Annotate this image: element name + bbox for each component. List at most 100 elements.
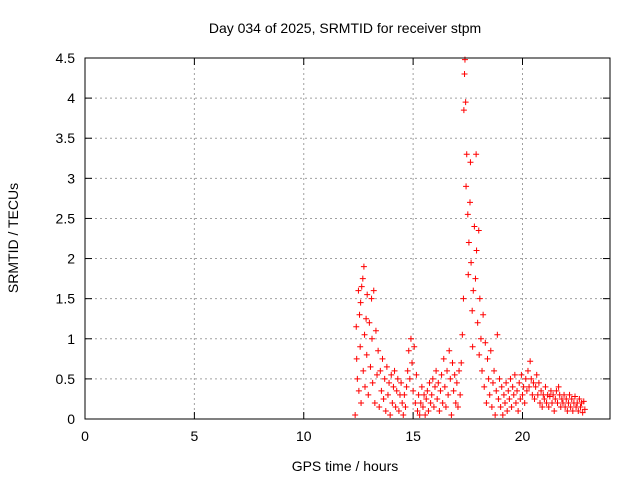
data-point	[389, 399, 396, 406]
data-point	[575, 407, 582, 414]
data-point	[421, 391, 428, 398]
data-point	[506, 395, 513, 402]
data-point	[353, 355, 360, 362]
data-point	[493, 387, 500, 394]
data-point	[353, 323, 360, 330]
data-point	[442, 403, 449, 410]
data-point	[519, 391, 526, 398]
data-point	[533, 371, 540, 378]
data-point	[392, 403, 399, 410]
data-point	[487, 347, 494, 354]
data-point	[407, 335, 414, 342]
data-point	[437, 387, 444, 394]
data-point	[549, 399, 556, 406]
data-point	[579, 409, 586, 416]
data-point	[388, 371, 395, 378]
data-point	[368, 295, 375, 302]
data-point	[532, 383, 539, 390]
data-point	[357, 299, 364, 306]
data-point	[369, 379, 376, 386]
data-point	[416, 411, 423, 418]
data-point	[507, 375, 514, 382]
data-point	[567, 403, 574, 410]
data-point	[563, 395, 570, 402]
data-point	[543, 399, 550, 406]
data-point	[364, 291, 371, 298]
data-point	[482, 339, 489, 346]
data-point	[379, 355, 386, 362]
data-point	[366, 319, 373, 326]
data-point	[477, 335, 484, 342]
grid-lines	[85, 58, 610, 419]
data-point	[498, 383, 505, 390]
data-point	[504, 407, 511, 414]
data-point	[414, 407, 421, 414]
data-point	[383, 363, 390, 370]
data-point	[554, 399, 561, 406]
data-point	[384, 391, 391, 398]
data-point	[355, 387, 362, 394]
data-point	[465, 239, 472, 246]
data-point	[521, 399, 528, 406]
data-point	[555, 383, 562, 390]
data-point	[401, 391, 408, 398]
data-point	[494, 331, 501, 338]
data-point	[378, 387, 385, 394]
data-point	[475, 227, 482, 234]
data-point	[390, 383, 397, 390]
data-point	[512, 399, 519, 406]
data-point	[534, 391, 541, 398]
data-point	[352, 411, 359, 418]
data-point	[374, 371, 381, 378]
data-point	[463, 183, 470, 190]
x-tick-label: 0	[81, 428, 89, 444]
data-point	[527, 358, 534, 365]
data-point	[359, 275, 366, 282]
data-point	[361, 331, 368, 338]
data-point	[435, 379, 442, 386]
y-tick-label: 2.5	[56, 210, 76, 226]
data-point	[375, 347, 382, 354]
data-point	[457, 391, 464, 398]
data-point	[367, 363, 374, 370]
data-point	[473, 247, 480, 254]
data-point	[562, 403, 569, 410]
data-point	[471, 223, 478, 230]
data-point	[362, 383, 368, 390]
data-point	[515, 407, 522, 414]
data-point	[546, 393, 553, 400]
data-point	[553, 387, 560, 394]
data-point	[430, 403, 437, 410]
data-point	[522, 375, 529, 382]
data-point	[381, 375, 388, 382]
data-point	[568, 395, 575, 402]
data-point	[542, 383, 549, 390]
data-point	[387, 411, 394, 418]
data-point	[411, 343, 418, 350]
data-point	[447, 375, 454, 382]
data-point	[470, 287, 477, 294]
data-point	[523, 387, 530, 394]
data-point	[377, 367, 384, 374]
data-point	[451, 371, 458, 378]
data-point	[357, 343, 364, 350]
data-point	[433, 367, 440, 374]
data-point	[509, 383, 516, 390]
data-point	[454, 403, 461, 410]
y-tick-label: 0	[67, 411, 75, 427]
data-point	[445, 391, 452, 398]
data-point	[372, 327, 379, 334]
data-points	[352, 56, 588, 418]
data-point	[530, 379, 537, 386]
data-point	[476, 351, 483, 358]
data-point	[405, 347, 412, 354]
data-point	[531, 395, 538, 402]
data-point	[460, 295, 467, 302]
data-point	[488, 403, 495, 410]
data-point	[473, 151, 480, 158]
data-point	[363, 315, 370, 322]
data-point	[576, 395, 583, 402]
data-point	[500, 391, 507, 398]
data-point	[572, 393, 578, 400]
data-point	[358, 283, 365, 290]
